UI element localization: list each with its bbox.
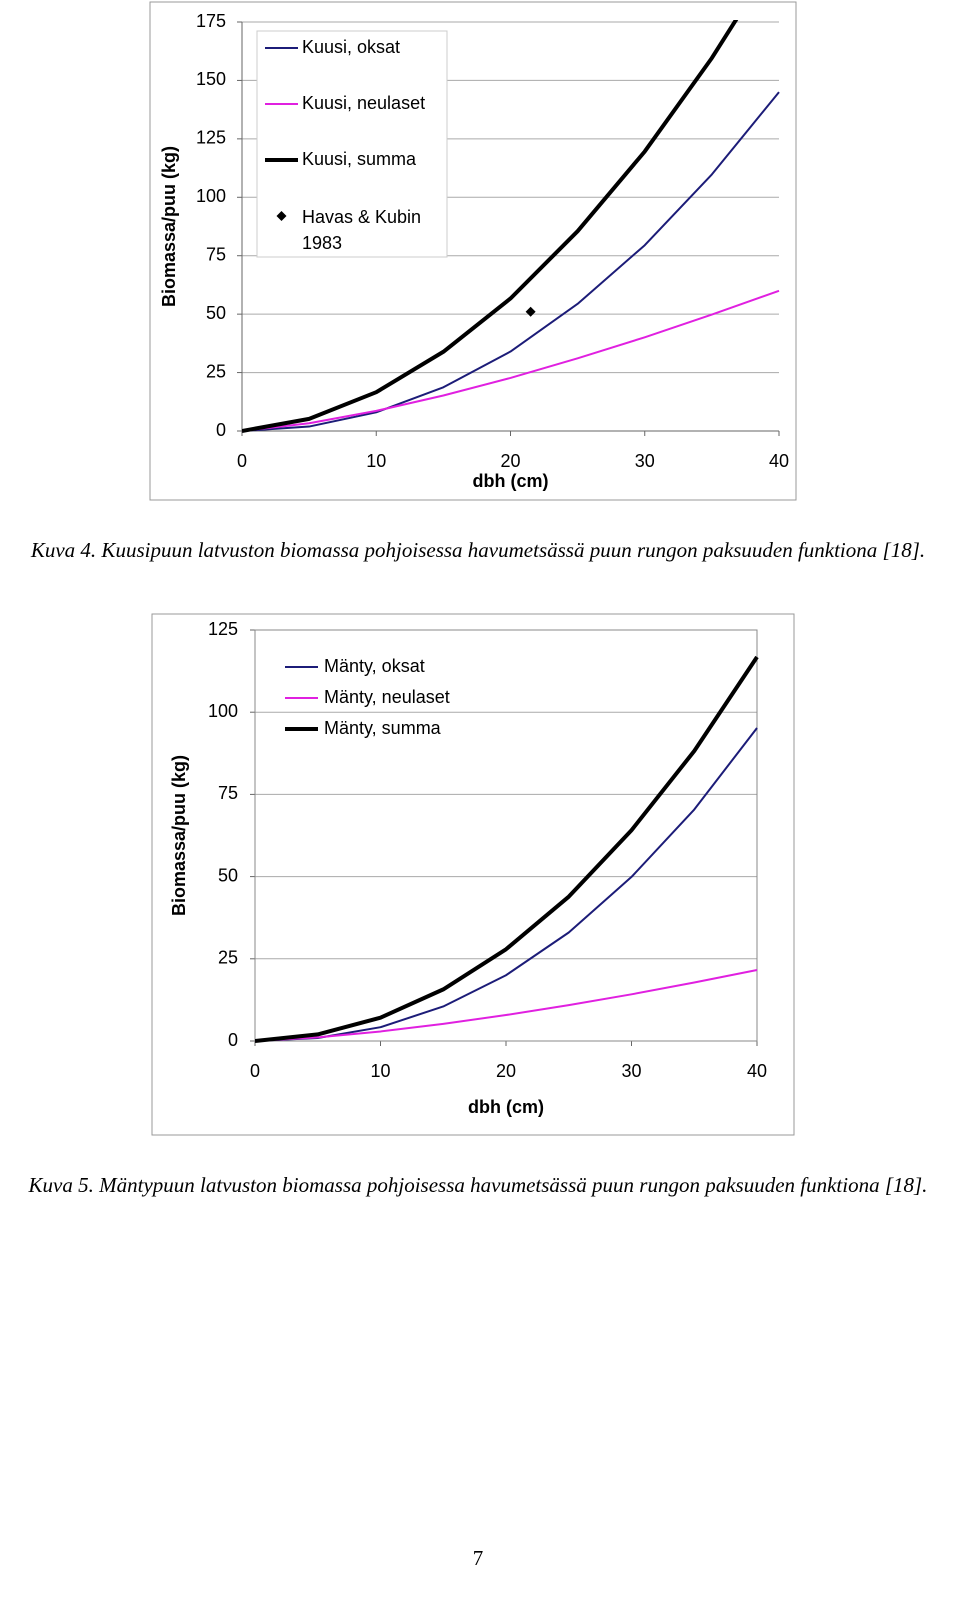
chart-frame: [151, 613, 795, 1136]
legend-label: Kuusi, neulaset: [302, 93, 425, 113]
y-tick-label: 125: [208, 619, 238, 639]
x-tick-label: 30: [621, 1061, 641, 1081]
y-tick-label: 25: [206, 361, 226, 381]
caption: Kuva 5. Mäntypuun latvuston biomassa poh…: [28, 1173, 928, 1197]
legend-label-box: Havas & Kubin 1983: [302, 207, 422, 253]
x-tick-label: 20: [500, 451, 520, 471]
data-line: [255, 727, 758, 1042]
legend-label: Kuusi, summa: [302, 149, 417, 169]
x-tick-label: 0: [237, 451, 247, 471]
y-tick-label: 0: [216, 420, 226, 440]
plot-frame: [254, 629, 758, 1042]
x-axis-title: dbh (cm): [468, 1097, 544, 1117]
data-point: [525, 306, 536, 317]
y-tick-label: 50: [218, 865, 238, 885]
x-tick-label: 20: [496, 1061, 516, 1081]
y-tick-label: 125: [196, 128, 226, 148]
y-axis-title: Biomassa/puu (kg): [169, 755, 189, 916]
data-line: [242, 289, 780, 432]
legend-label: Mänty, neulaset: [324, 687, 450, 707]
x-tick-label: 10: [370, 1061, 390, 1081]
y-axis-title: Biomassa/puu (kg): [159, 146, 179, 307]
legend-label: Mänty, summa: [324, 718, 442, 738]
legend-label: Mänty, oksat: [324, 656, 425, 676]
legend-label: Havas & Kubin 1983: [302, 207, 422, 253]
data-line: [242, 91, 780, 432]
data-line: [255, 655, 759, 1043]
y-tick-label: 175: [196, 11, 226, 31]
x-tick-label: 0: [250, 1061, 260, 1081]
chart-frame: [149, 1, 797, 501]
x-tick-label: 40: [769, 451, 789, 471]
y-tick-label: 100: [208, 701, 238, 721]
y-tick-label: 100: [196, 186, 226, 206]
x-tick-label: 10: [366, 451, 386, 471]
page-number: 7: [472, 1546, 484, 1570]
legend-box: [256, 30, 448, 258]
y-tick-label: 150: [196, 69, 226, 89]
legend-label: Kuusi, oksat: [302, 37, 400, 57]
x-tick-label: 40: [747, 1061, 767, 1081]
y-tick-label: 75: [218, 783, 238, 803]
y-tick-label: 25: [218, 948, 238, 968]
caption: Kuva 4. Kuusipuun latvuston biomassa poh…: [30, 538, 926, 562]
legend-marker: [276, 211, 287, 221]
x-axis-title: dbh (cm): [473, 471, 549, 491]
data-line: [242, 20, 739, 433]
y-tick-label: 50: [206, 303, 226, 323]
x-tick-label: 30: [635, 451, 655, 471]
y-tick-label: 0: [228, 1030, 238, 1050]
data-line: [255, 968, 758, 1042]
y-tick-label: 75: [206, 244, 226, 264]
